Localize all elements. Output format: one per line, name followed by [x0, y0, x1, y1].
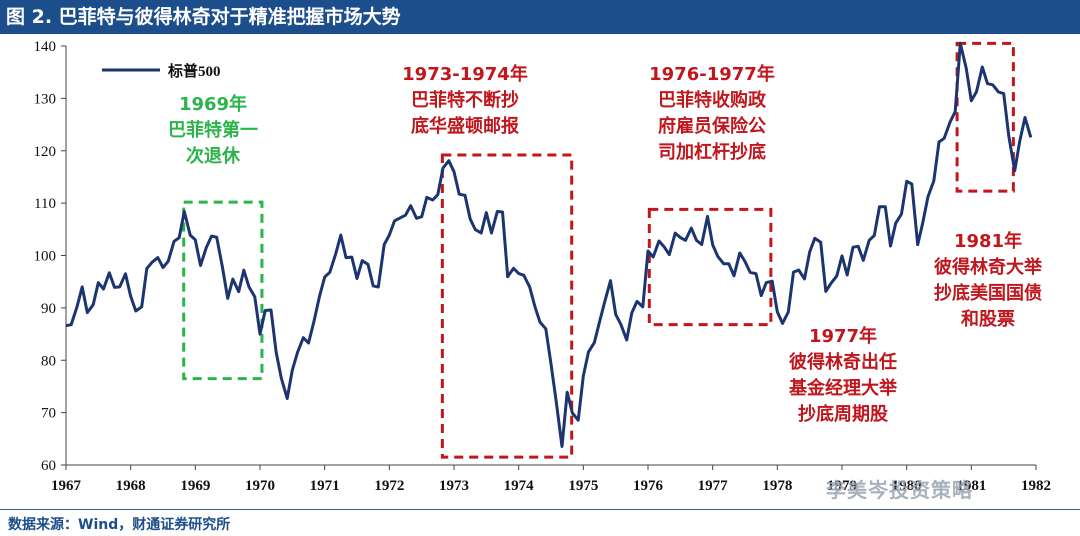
ann-1981-text-line: 彼得林奇大举	[934, 256, 1043, 278]
y-tick-label: 90	[41, 301, 56, 317]
ann-1981-text-line: 1981年	[954, 230, 1022, 252]
ann-1969-text-line: 1969年	[179, 93, 247, 115]
x-tick-label: 1979	[827, 478, 857, 494]
x-tick-label: 1973	[439, 478, 469, 494]
ann-1973-text-line: 1973-1974年	[402, 63, 528, 85]
x-tick-label: 1969	[180, 478, 210, 494]
y-tick-label: 120	[34, 144, 57, 160]
ann-1976-text-line: 司加杠杆抄底	[658, 141, 766, 163]
y-tick-label: 140	[34, 39, 57, 55]
x-tick-label: 1980	[892, 478, 922, 494]
x-tick-label: 1970	[245, 478, 275, 494]
sp500-line-chart: 60 70 80 90 100 110 120 130 140 1967 1968 1969 1970 1…	[34, 39, 1052, 494]
x-tick-label: 1967	[51, 478, 82, 494]
x-tick-label: 1981	[956, 478, 986, 494]
ann-1981-text-line: 抄底美国国债	[934, 282, 1042, 304]
ann-1981-text-line: 和股票	[961, 309, 1015, 330]
ann-1973-text-line: 巴菲特不断抄	[411, 89, 519, 111]
x-tick-label: 1974	[504, 478, 535, 494]
ann-1977-text-line: 1977年	[809, 325, 877, 347]
x-tick-label: 1978	[762, 478, 792, 494]
ann-1977-text-line: 抄底周期股	[798, 403, 889, 425]
x-tick-label: 1975	[568, 478, 598, 494]
ann-1976-text-line: 府雇员保险公	[658, 115, 766, 137]
x-tick-label: 1968	[116, 478, 146, 494]
ann-1976-text-line: 巴菲特收购政	[658, 89, 767, 111]
sp500-series-line	[65, 41, 1033, 448]
y-tick-label: 60	[41, 458, 56, 474]
y-tick-label: 80	[41, 353, 56, 369]
x-tick-label: 1971	[310, 478, 340, 494]
x-tick-label: 1976	[633, 478, 664, 494]
y-tick-label: 70	[41, 406, 56, 422]
ann-1973-box	[440, 153, 574, 459]
figure-title: 图 2. 巴菲特与彼得林奇对于精准把握市场大势	[0, 0, 1080, 34]
x-tick-label: 1982	[1021, 478, 1051, 494]
legend-label: 标普500	[167, 62, 221, 80]
ann-1976-box	[647, 207, 773, 327]
ann-1973-text-line: 底华盛顿邮报	[411, 115, 519, 137]
ann-1977-text-line: 彼得林奇出任	[789, 351, 897, 373]
ann-1977-text-line: 基金经理大举	[788, 377, 898, 399]
y-tick-label: 110	[34, 196, 56, 212]
ann-1969-text-line: 次退休	[186, 145, 241, 167]
y-tick-label: 100	[34, 249, 57, 265]
watermark-text: 李美岑投资策略	[826, 478, 973, 502]
ann-1969-text-line: 巴菲特第一	[168, 119, 258, 141]
chart-area: 60 70 80 90 100 110 120 130 140 1967 1968 1969 1970 1…	[0, 34, 1080, 510]
ann-1976-text-line: 1976-1977年	[649, 63, 775, 85]
x-tick-label: 1972	[374, 478, 404, 494]
x-tick-label: 1977	[698, 478, 729, 494]
data-source: 数据来源：Wind，财通证券研究所	[8, 517, 231, 533]
ann-1981-box	[955, 41, 1015, 193]
ann-1969-box	[182, 200, 264, 381]
y-tick-label: 130	[34, 91, 57, 107]
footer-divider	[0, 509, 1080, 510]
